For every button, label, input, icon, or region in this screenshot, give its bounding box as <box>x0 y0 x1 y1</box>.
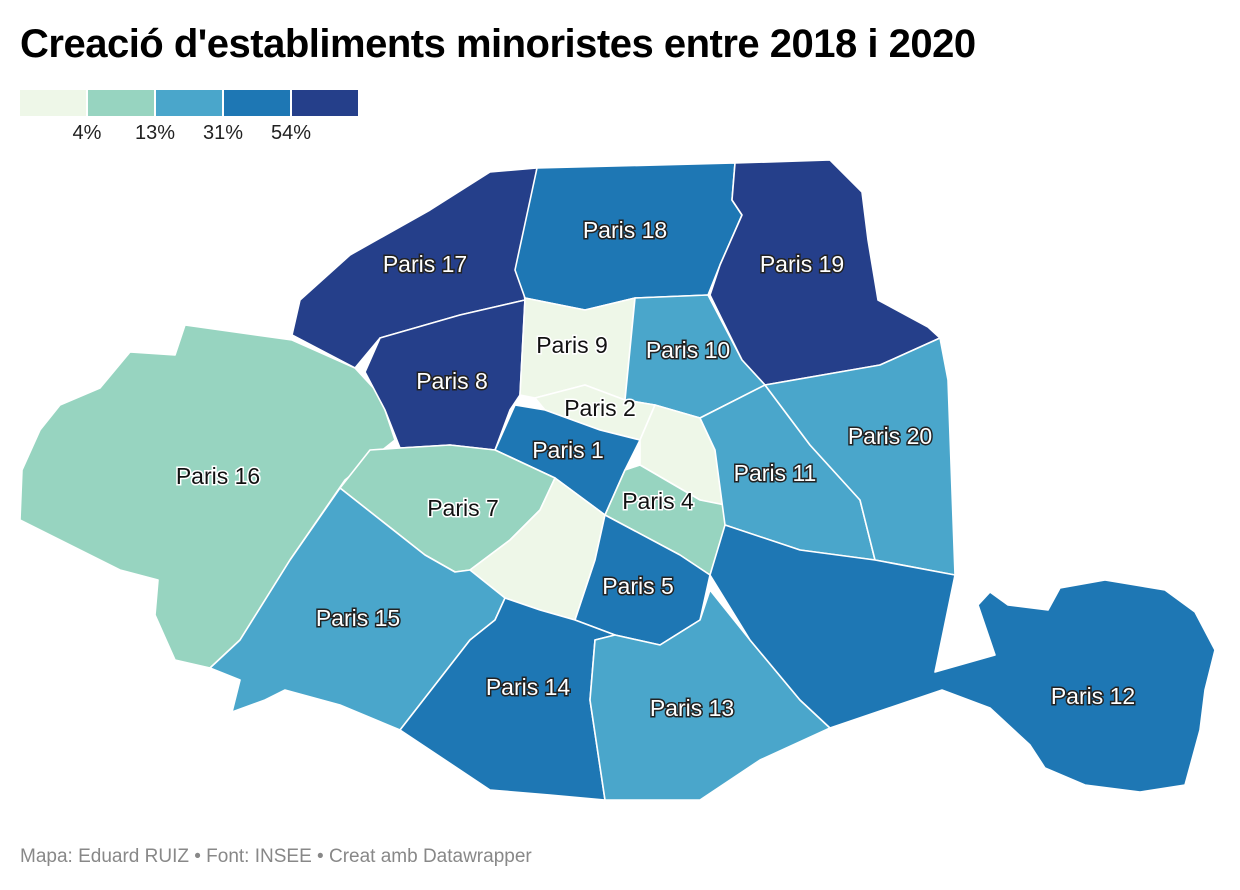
region-label-p11: Paris 11 <box>734 460 817 486</box>
legend-swatch-4 <box>224 90 290 116</box>
source-credit: Mapa: Eduard RUIZ • Font: INSEE • Creat … <box>20 846 532 867</box>
region-label-p7: Paris 7 <box>427 495 499 521</box>
region-label-p16: Paris 16 <box>176 463 260 489</box>
region-label-p1: Paris 1 <box>532 437 604 463</box>
map-title: Creació d'establiments minoristes entre … <box>20 22 976 66</box>
region-label-p17: Paris 17 <box>383 251 467 277</box>
legend-tick-2: 13% <box>134 122 176 144</box>
region-p12[interactable] <box>709 524 1216 793</box>
region-label-p12: Paris 12 <box>1051 683 1135 709</box>
color-legend: 4% 13% 31% 54% <box>20 90 360 150</box>
region-label-p20: Paris 20 <box>848 423 932 449</box>
region-label-p18: Paris 18 <box>583 217 667 243</box>
legend-swatch-3 <box>156 90 222 116</box>
region-label-p8: Paris 8 <box>416 368 488 394</box>
region-label-p4: Paris 4 <box>622 488 694 514</box>
legend-swatches <box>20 90 360 116</box>
region-label-p10: Paris 10 <box>646 337 730 363</box>
region-label-p5: Paris 5 <box>602 573 674 599</box>
legend-swatch-2 <box>88 90 154 116</box>
legend-tick-1: 4% <box>72 122 102 144</box>
region-label-p15: Paris 15 <box>316 605 400 631</box>
region-label-p2: Paris 2 <box>564 395 636 421</box>
region-label-p13: Paris 13 <box>650 695 734 721</box>
legend-swatch-1 <box>20 90 86 116</box>
region-p15[interactable] <box>209 487 506 731</box>
legend-tick-4: 54% <box>270 122 312 144</box>
region-label-p14: Paris 14 <box>486 674 571 700</box>
legend-tick-3: 31% <box>202 122 244 144</box>
region-label-p9: Paris 9 <box>536 332 608 358</box>
region-label-p19: Paris 19 <box>760 251 844 277</box>
legend-swatch-5 <box>292 90 358 116</box>
